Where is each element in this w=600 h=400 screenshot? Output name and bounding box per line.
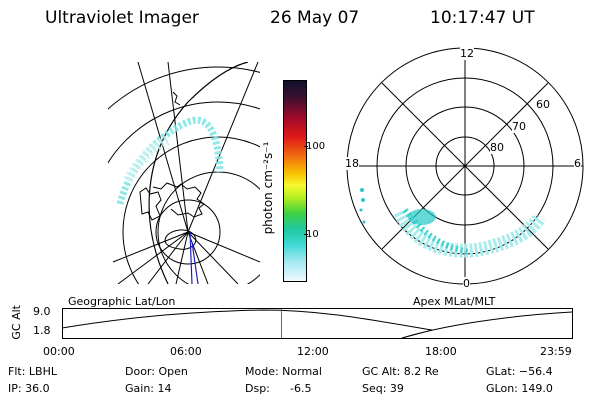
colorbar-tick-100: 100 [306,141,326,152]
altitude-ylabel: GC Alt [10,305,23,340]
mlat-label-70: 70 [512,120,526,133]
polar-mlat-mlt-plot [346,47,584,285]
mlt-label-6: 6 [574,157,581,170]
mlat-label-60: 60 [536,98,550,111]
altitude-ytick-min: 1.8 [33,324,51,337]
colorbar-tick-10: 10 [306,229,319,240]
meta-mode: Mode: Normal [245,365,322,378]
meta-gcalt: GC Alt: 8.2 Re [362,365,439,378]
geographic-panel-label: Geographic Lat/Lon [68,295,176,308]
aurora-oval-geographic [116,116,224,205]
time-tick-0600: 06:00 [170,345,202,358]
meta-dsp-label: Dsp: [245,382,270,395]
time-tick-1800: 18:00 [425,345,457,358]
small-lat-circle [155,199,221,265]
mlt-label-0: 0 [463,277,470,290]
apex-panel-label: Apex MLat/MLT [413,295,496,308]
colorbar-tick-mark [304,234,308,235]
instrument-title: Ultraviolet Imager [45,8,199,28]
geographic-map-panel [108,62,260,284]
meta-flt: Flt: LBHL [8,365,57,378]
meta-glon: GLon: 149.0 [486,382,553,395]
colorbar-label: photon cm⁻²s⁻¹ [261,141,275,235]
meta-glat: GLat: −56.4 [486,365,553,378]
meta-door: Door: Open [125,365,188,378]
meta-gain: Gain: 14 [125,382,172,395]
intensity-colorbar [283,80,307,282]
altitude-timeline [62,308,573,339]
observation-time: 10:17:47 UT [430,8,535,28]
mlt-label-12: 12 [460,47,474,60]
meta-seq: Seq: 39 [362,382,404,395]
aurora-oval-polar [359,188,546,258]
observation-date: 26 May 07 [270,8,360,28]
mlt-label-18: 18 [345,157,359,170]
altitude-curve [62,309,573,339]
time-tick-1200: 12:00 [297,345,329,358]
meta-dsp-value: -6.5 [290,382,312,395]
mlat-label-80: 80 [490,141,504,154]
altitude-ytick-max: 9.0 [33,305,51,318]
time-tick-2359: 23:59 [540,345,572,358]
nadir-track [189,231,199,284]
colorbar-tick-mark [304,146,308,147]
time-tick-0000: 00:00 [43,345,75,358]
meta-ip: IP: 36.0 [8,382,50,395]
